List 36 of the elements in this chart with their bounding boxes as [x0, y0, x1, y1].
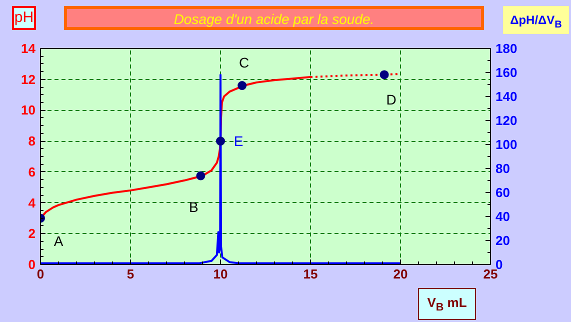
chart-title: Dosage d'un acide par la soude.: [174, 10, 374, 29]
y2-tick-label: 160: [496, 65, 518, 80]
point: [238, 81, 247, 90]
line-series: [40, 74, 402, 264]
y2-tick-label: 20: [496, 233, 510, 248]
x-tick-label: 10: [213, 266, 228, 282]
y2-tick-label: 40: [496, 209, 510, 224]
annotation: A: [54, 233, 64, 250]
x-axis-title: V$_{B}$ mL: [427, 294, 467, 316]
y2-tick-label: 180: [496, 41, 518, 56]
y2-tick-label: 120: [496, 113, 518, 128]
y-tick-label: 8: [28, 134, 36, 149]
x-tick-label: 15: [303, 266, 318, 282]
x-tick-label: 20: [393, 266, 408, 282]
y-axis-title: pH: [14, 8, 34, 28]
y2-axis-title: ΔpH/ΔV$_{B}$: [510, 12, 562, 32]
annotation: E: [234, 133, 244, 150]
y-tick-label: 2: [28, 226, 36, 242]
y-tick-label: 10: [21, 102, 36, 118]
y2-tick-label: 100: [496, 137, 518, 152]
y-tick-label: 0: [28, 257, 36, 272]
annotation: D: [386, 92, 396, 108]
y-tick-label: 12: [21, 72, 36, 87]
annotation: B: [189, 198, 198, 215]
point: [216, 136, 225, 146]
annotation: C: [239, 54, 250, 71]
y-tick-label: 14: [21, 41, 36, 56]
x-tick-label: 5: [126, 266, 134, 282]
y-tick-label: 4: [28, 195, 36, 210]
y2-tick-label: 80: [496, 161, 510, 176]
y-tick-label: 6: [28, 164, 36, 180]
y2-tick-label: 0: [496, 257, 503, 272]
y2-tick-label: 60: [496, 185, 510, 200]
point: [196, 171, 206, 180]
y2-tick-label: 140: [496, 89, 518, 104]
point: [380, 70, 389, 80]
